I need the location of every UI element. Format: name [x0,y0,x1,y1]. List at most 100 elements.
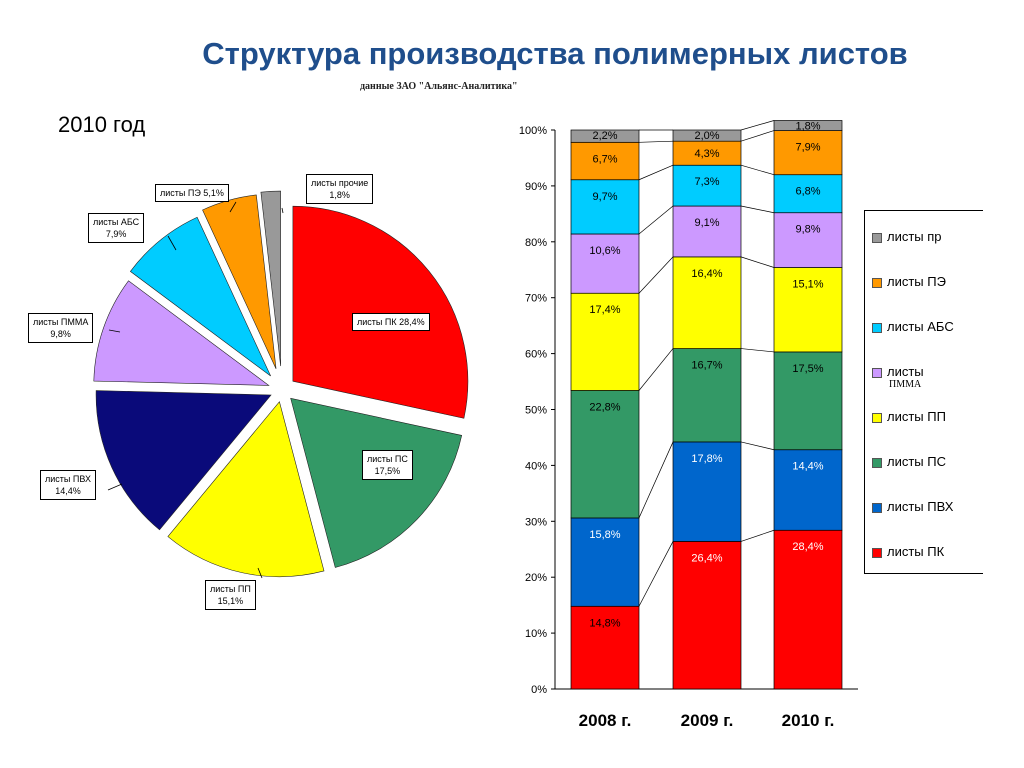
chart-legend: листы пр листы ПЭ листы АБС листы ПММА листы … [864,210,983,574]
bar-value-label: 22,8% [589,401,620,413]
pie-label-pp: листы ПП 15,1% [205,580,256,610]
bar-value-label: 6,8% [795,186,820,198]
series-connector-line [740,441,775,451]
bar-segment-pp [672,256,742,349]
page-title: Структура производства полимерных листов [202,36,908,71]
bar-value-label: 6,7% [592,153,617,165]
bar-segment-pmma [570,233,640,294]
pie-label-pe: листы ПЭ 5,1% [155,184,229,202]
bar-segment-pk [773,529,843,690]
pie-slice-ps [290,397,463,568]
bar-value-label: 9,8% [795,224,820,236]
bar-segment-pe [570,141,640,181]
series-connector-line [638,256,674,294]
bar-segment-other [773,120,843,131]
series-connector-line [740,256,775,268]
pie-leader-line [107,483,123,491]
bar-value-label: 9,7% [592,191,617,203]
bar-value-label: 28,4% [792,541,823,553]
bar-segment-pe [773,130,843,176]
y-tick-label: 50% [525,405,547,417]
series-connector-line [740,120,775,131]
pie-slice-pk [292,205,469,419]
bar-segment-other [672,129,742,142]
legend-swatch [872,458,882,468]
pie-slice-other [260,190,281,367]
pie-leader-line [108,329,121,333]
data-source-note: данные ЗАО "Альянс-Аналитика" [360,81,518,92]
bar-segment-other [570,129,640,143]
bar-value-label: 16,7% [691,360,722,372]
y-tick-label: 70% [525,293,547,305]
bar-value-label: 15,8% [589,529,620,541]
bar-segment-pp [773,267,843,353]
pie-leader-line [281,207,284,214]
legend-label: листы ПЭ [887,274,946,289]
series-connector-line [740,529,775,542]
pie-slice-pp [167,401,325,577]
y-tick-label: 90% [525,181,547,193]
series-connector-line [638,348,674,391]
legend-label: листы ПВХ [887,499,954,514]
bar-value-label: 16,4% [691,268,722,280]
series-connector-line [638,541,674,607]
pie-slice-pvh [95,390,272,531]
y-tick-label: 20% [525,572,547,584]
y-tick-label: 60% [525,349,547,361]
pie-label-ps: листы ПС 17,5% [362,450,413,480]
pie-slice-abs [129,216,271,377]
y-tick-label: 40% [525,460,547,472]
legend-swatch [872,548,882,558]
pie-label-abs: листы АБС 7,9% [88,213,145,243]
series-connector-line [740,130,775,142]
legend-label: листы [887,364,924,379]
legend-label: листы ПС [887,454,946,469]
bar-value-label: 4,3% [694,148,719,160]
bar-value-label: 7,3% [694,176,719,188]
bar-value-label: 2,0% [694,130,719,142]
series-connector-line [740,348,775,353]
bar-segment-abs [672,164,742,207]
y-tick-label: 100% [519,125,547,137]
bar-value-label: 10,6% [589,245,620,257]
bar-segment-ps [570,390,640,519]
bar-value-label: 1,8% [795,120,820,132]
y-tick-label: 80% [525,237,547,249]
bar-segment-pp [570,292,640,391]
series-connector-line [638,441,674,519]
pie-label-other: листы прочие 1,8% [306,174,374,204]
bar-value-label: 2,2% [592,130,617,142]
bar-segment-abs [773,174,843,214]
bar-value-label: 14,4% [792,461,823,473]
y-tick-label: 30% [525,516,547,528]
legend-swatch [872,233,882,243]
x-category-label: 2008 г. [579,711,632,730]
bar-value-label: 9,1% [694,217,719,229]
legend-swatch [872,323,882,333]
pie-slice-pmma [93,280,270,386]
series-connector-line [638,140,674,143]
legend-label-sub: ПММА [889,379,922,390]
bar-value-label: 14,8% [589,617,620,629]
bar-value-label: 17,8% [691,453,722,465]
bar-segment-pmma [773,212,843,268]
bar-value-label: 7,9% [795,142,820,154]
bar-segment-bar_pvh [570,517,640,607]
y-tick-label: 10% [525,628,547,640]
legend-swatch [872,368,882,378]
pie-leader-line [257,567,263,579]
x-category-label: 2010 г. [782,711,835,730]
pie-label-pvh: листы ПВХ 14,4% [40,470,96,500]
legend-swatch [872,413,882,423]
bar-value-label: 26,4% [691,552,722,564]
legend-label: листы АБС [887,319,954,334]
bar-segment-bar_pvh [672,441,742,542]
pie-chart-title: 2010 год [58,112,146,137]
bar-segment-pk [570,605,640,690]
bar-segment-abs [570,179,640,235]
legend-label: листы ПП [887,409,946,424]
pie-label-pmma: листы ПММА 9,8% [28,313,94,343]
legend-swatch [872,278,882,288]
